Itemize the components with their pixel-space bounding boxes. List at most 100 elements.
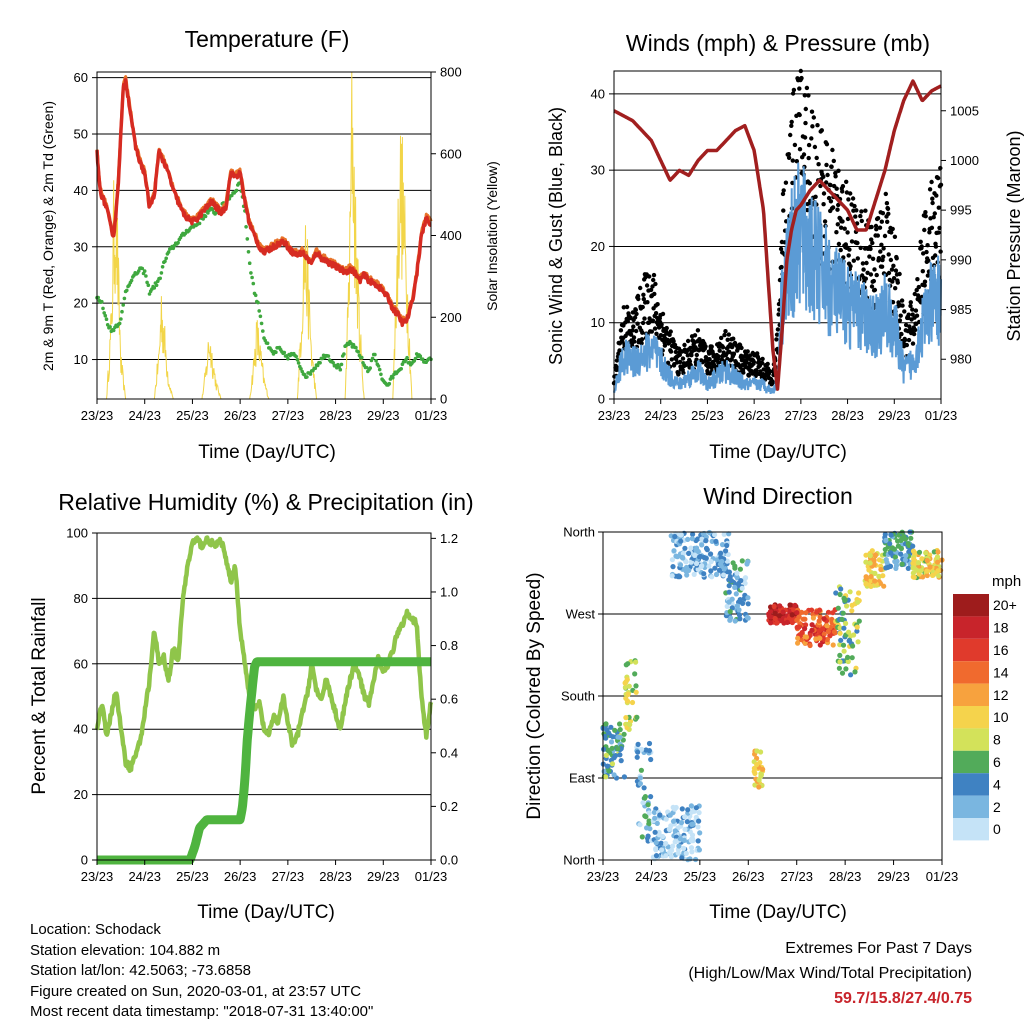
gust-point bbox=[840, 189, 845, 194]
direction-points bbox=[600, 529, 945, 863]
gust-point bbox=[634, 328, 639, 334]
direction-point bbox=[894, 558, 900, 565]
gust-point bbox=[786, 155, 792, 160]
station-location: Location: Schodack bbox=[30, 921, 161, 938]
x-tick-label: 23/23 bbox=[587, 869, 620, 884]
right-y-tick-label: 980 bbox=[950, 352, 972, 367]
dewpoint-point bbox=[342, 352, 346, 356]
dewpoint-point bbox=[104, 317, 109, 322]
direction-point bbox=[721, 531, 727, 537]
gust-point bbox=[893, 268, 899, 273]
direction-point bbox=[846, 629, 852, 635]
direction-point bbox=[891, 546, 898, 552]
gust-point bbox=[833, 174, 838, 179]
gust-point bbox=[885, 206, 891, 211]
relative-humidity-line bbox=[94, 535, 434, 774]
gust-point bbox=[879, 264, 885, 269]
gust-point bbox=[821, 191, 827, 196]
legend-swatch bbox=[953, 706, 989, 729]
direction-point bbox=[803, 634, 810, 640]
dewpoint-point bbox=[308, 372, 313, 376]
x-tick-label: 25/23 bbox=[176, 869, 209, 884]
direction-point bbox=[686, 550, 692, 557]
gust-point bbox=[824, 162, 829, 168]
direction-point bbox=[854, 628, 860, 634]
direction-point bbox=[699, 536, 705, 542]
direction-point bbox=[689, 536, 695, 542]
dewpoint-point bbox=[253, 293, 258, 298]
dewpoint-point bbox=[420, 357, 425, 362]
direction-point bbox=[871, 562, 877, 568]
direction-point bbox=[924, 557, 930, 564]
gust-point bbox=[641, 296, 646, 302]
direction-point bbox=[830, 610, 836, 616]
x-tick-label: 28/23 bbox=[831, 408, 864, 423]
direction-point bbox=[617, 752, 623, 758]
left-y-tick-label: 100 bbox=[66, 526, 88, 541]
direction-point bbox=[683, 850, 689, 857]
gust-point bbox=[655, 302, 660, 307]
gust-point bbox=[617, 348, 622, 353]
humidity-left-axis-label: Percent & Total Rainfall bbox=[29, 597, 50, 794]
right-y-tick-label: 990 bbox=[950, 252, 972, 267]
legend-label: 12 bbox=[993, 687, 1009, 703]
direction-point bbox=[609, 761, 616, 767]
legend-label: 6 bbox=[993, 754, 1001, 770]
direction-point bbox=[851, 632, 857, 638]
gust-point bbox=[775, 327, 781, 332]
direction-point bbox=[884, 559, 890, 566]
gust-point bbox=[694, 352, 699, 358]
right-y-tick-label: 1005 bbox=[950, 103, 979, 118]
direction-point bbox=[832, 630, 838, 636]
gust-point bbox=[754, 368, 759, 373]
direction-point bbox=[742, 580, 748, 586]
direction-point bbox=[640, 800, 646, 806]
right-y-tick-label: 0.0 bbox=[440, 853, 458, 868]
gust-point bbox=[803, 120, 808, 126]
extremes-heading: Extremes For Past 7 Days bbox=[785, 940, 972, 957]
x-tick-label: 01/23 bbox=[925, 408, 958, 423]
x-tick-label: 24/23 bbox=[644, 408, 677, 423]
gust-point bbox=[829, 164, 834, 169]
gust-point bbox=[618, 328, 624, 333]
gust-point bbox=[923, 210, 928, 215]
gust-point bbox=[888, 257, 894, 263]
left-y-tick-label: 50 bbox=[74, 127, 88, 142]
temperature-title: Temperature (F) bbox=[185, 26, 350, 52]
gust-point bbox=[765, 361, 770, 367]
direction-point bbox=[634, 754, 640, 760]
gust-point bbox=[930, 200, 935, 206]
gust-point bbox=[875, 233, 880, 238]
gust-point bbox=[774, 332, 780, 337]
direction-y-tick-label: North bbox=[563, 853, 595, 868]
direction-point bbox=[810, 615, 817, 621]
direction-point bbox=[646, 740, 653, 747]
legend-swatch bbox=[953, 795, 989, 818]
gust-point bbox=[631, 335, 637, 340]
direction-point bbox=[688, 838, 694, 844]
direction-point bbox=[872, 552, 879, 558]
gust-point bbox=[879, 242, 884, 247]
gust-point bbox=[625, 319, 630, 324]
direction-point bbox=[780, 609, 786, 615]
direction-point bbox=[669, 557, 676, 563]
dewpoint-point bbox=[258, 314, 263, 319]
gust-point bbox=[933, 244, 939, 249]
direction-point bbox=[777, 603, 783, 609]
gust-point bbox=[779, 264, 784, 270]
gust-point bbox=[791, 87, 797, 93]
dewpoint-point bbox=[249, 271, 253, 275]
gust-point bbox=[865, 270, 870, 275]
direction-point bbox=[766, 613, 772, 619]
gust-point bbox=[790, 158, 795, 163]
gust-point bbox=[879, 219, 884, 224]
x-tick-label: 27/23 bbox=[272, 869, 305, 884]
direction-point bbox=[663, 853, 669, 859]
temperature-right-axis-label: Solar Insolation (Yellow) bbox=[484, 161, 500, 311]
direction-point bbox=[691, 571, 697, 578]
direction-point bbox=[742, 575, 749, 581]
legend-swatch bbox=[953, 750, 989, 774]
direction-point bbox=[621, 731, 627, 737]
gust-point bbox=[650, 284, 655, 289]
